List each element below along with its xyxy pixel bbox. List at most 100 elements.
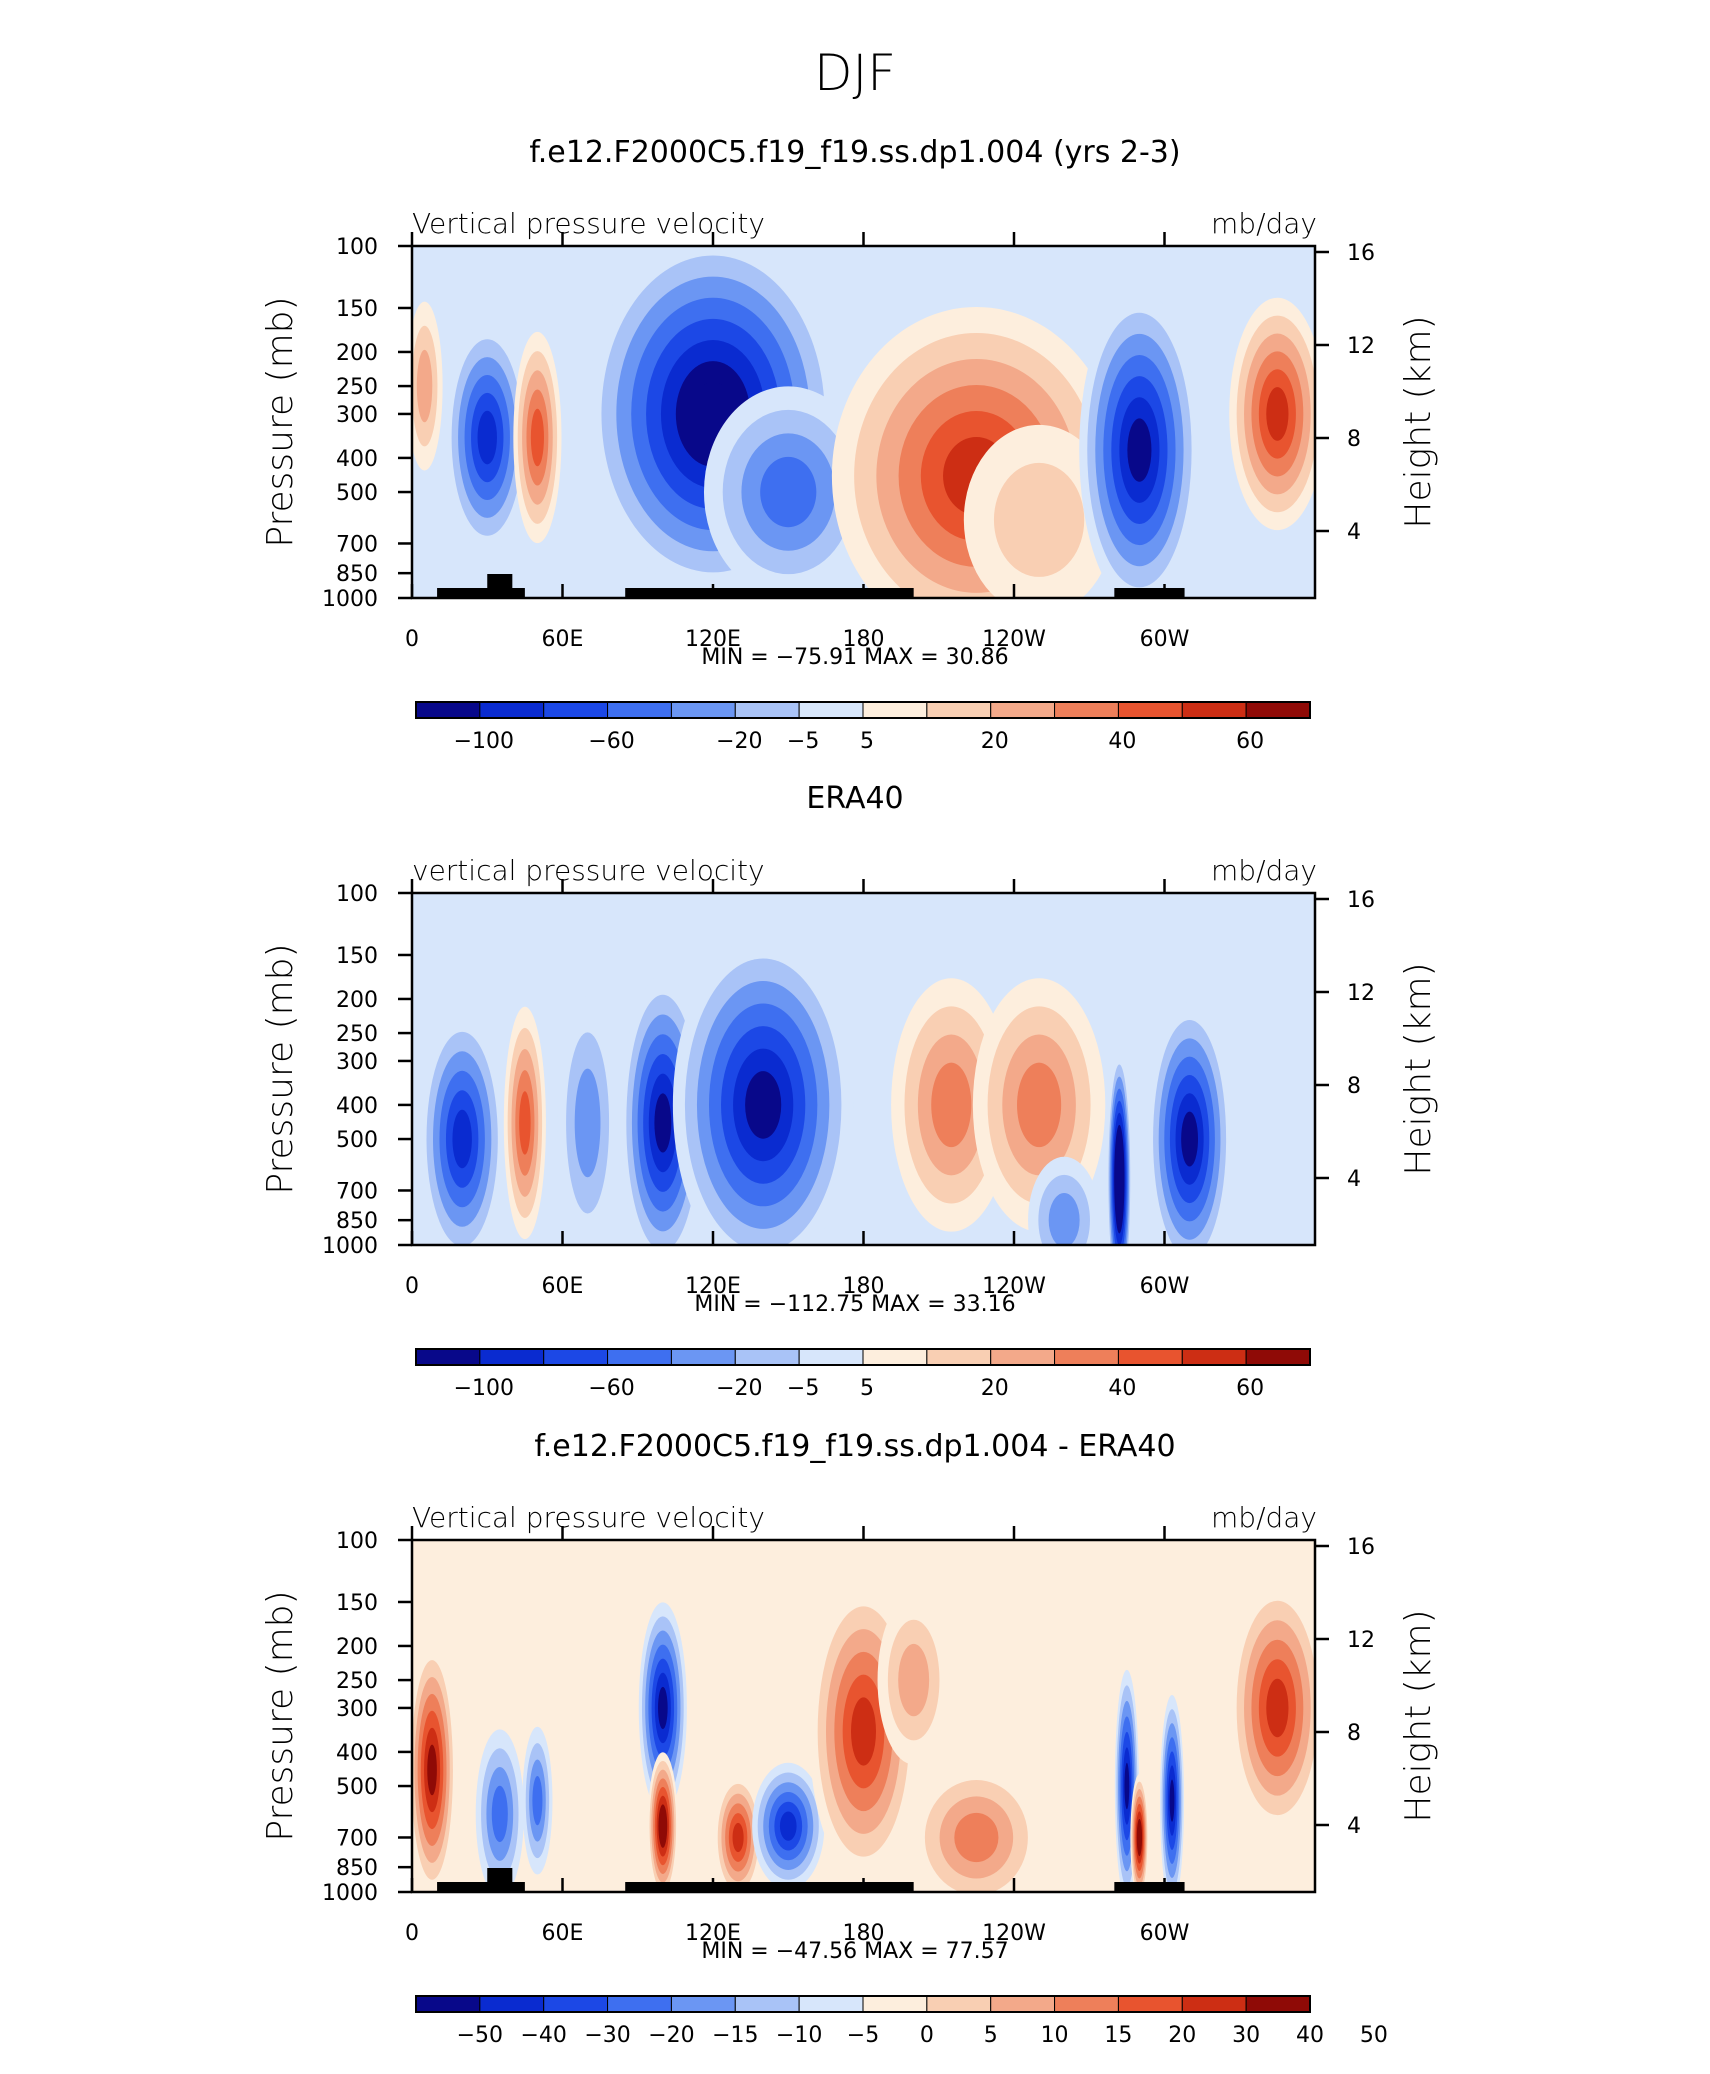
colorbar-swatch [415,701,481,719]
colorbar-swatch [990,1995,1056,2013]
colorbar-label: −5 [847,2023,879,2048]
y-tick-label: 500 [336,1128,378,1153]
contour-field [412,246,1315,598]
colorbar-label: −5 [787,729,819,754]
colorbar-swatch [734,1995,800,2013]
variable-label: vertical pressure velocity [412,854,765,887]
figure-title: DJF [814,44,896,102]
contour-field [412,893,1315,1245]
units-label: mb/day [1211,207,1317,240]
contour-level [1017,1062,1062,1148]
colorbar-label: −40 [520,2023,566,2048]
colorbar-label: −30 [584,2023,630,2048]
x-tick-label: 0 [405,627,419,652]
panel-1: f.e12.F2000C5.f19_f19.ss.dp1.004 (yrs 2-… [260,135,1439,754]
x-tick-label: 60W [1140,1921,1190,1946]
x-tick-label: 180 [843,627,885,652]
colorbar-swatch [990,701,1056,719]
contour-level [760,456,817,528]
colorbar-swatch [862,701,928,719]
contour-level [660,1813,666,1840]
land-mask [437,1882,525,1892]
colorbar-swatch [1245,701,1311,719]
contour-level [1127,418,1152,482]
y-tick-label: 700 [336,1179,378,1204]
x-tick-label: 60W [1140,1274,1190,1299]
colorbar-swatch [415,1348,481,1366]
colorbar-label: 0 [920,2023,934,2048]
colorbar-label: −20 [648,2023,694,2048]
colorbar-swatch [926,1348,992,1366]
colorbar-swatch [670,1995,736,2013]
colorbar-swatch [1054,1995,1119,2013]
colorbar-swatch [1054,701,1119,719]
colorbar-label: −10 [776,2023,822,2048]
colorbar-label: −15 [712,2023,758,2048]
colorbar-label: 40 [1296,2023,1324,2048]
panel-2: ERA40 vertical pressure velocity mb/day 0 60… [260,781,1439,1401]
contour-level [574,1068,601,1178]
colorbar-label: 60 [1236,1376,1264,1401]
x-tick-label: 120W [982,1274,1046,1299]
y-tick-label: 250 [336,375,378,400]
x-tick-label: 0 [405,1921,419,1946]
x-tick-label: 120E [685,1274,741,1299]
colorbar-swatch [926,1995,992,2013]
contour-level [1266,1678,1289,1738]
colorbar-label: −20 [716,1376,762,1401]
y-tick-label: 250 [336,1022,378,1047]
colorbar-swatch [990,1348,1056,1366]
units-label: mb/day [1211,854,1317,887]
y-tick-label: 100 [336,882,378,907]
colorbar-label: −20 [716,729,762,754]
contour-level [491,1785,508,1843]
colorbar-label: 20 [1168,2023,1196,2048]
contour-level [1117,1161,1122,1198]
min-max-stats: MIN = −75.91 MAX = 30.86 [701,645,1008,670]
contour-level [931,1062,972,1148]
colorbar-label: 20 [981,729,1009,754]
colorbar-label: 30 [1232,2023,1260,2048]
height-tick-label: 12 [1347,1628,1375,1653]
height-tick-label: 12 [1347,981,1375,1006]
colorbar-swatch [1245,1348,1311,1366]
panel-title: f.e12.F2000C5.f19_f19.ss.dp1.004 (yrs 2-… [529,135,1180,170]
y-tick-label: 300 [336,1697,378,1722]
y-tick-label: 300 [336,1050,378,1075]
colorbar-swatch [1245,1995,1311,2013]
y-tick-label: 700 [336,1826,378,1851]
x-tick-label: 0 [405,1274,419,1299]
colorbar-swatch [862,1995,928,2013]
contour-level [477,410,497,465]
colorbar-swatch [1181,1348,1247,1366]
land-mask [625,1882,914,1892]
land-mask [487,1868,513,1882]
colorbar-label: −50 [457,2023,503,2048]
colorbar-swatch [798,1348,864,1366]
contour-level [1181,1111,1199,1167]
contour-level [1124,1762,1130,1810]
height-tick-label: 12 [1347,334,1375,359]
colorbar-frame [415,1348,1311,1366]
y2-axis-title: Height (km) [1398,1609,1439,1822]
y-tick-label: 1000 [322,587,378,612]
y-tick-label: 700 [336,532,378,557]
panel-title: f.e12.F2000C5.f19_f19.ss.dp1.004 - ERA40 [534,1429,1175,1464]
colorbar-label: −100 [454,1376,514,1401]
y-tick-label: 300 [336,403,378,428]
contour-level [954,1812,999,1863]
contour-level [1169,1779,1175,1822]
land-mask [1114,1882,1185,1892]
height-tick-label: 8 [1347,1074,1361,1099]
y-tick-label: 200 [336,341,378,366]
colorbar-swatch [479,1995,545,2013]
colorbar-swatch [479,1348,545,1366]
colorbar-swatch [798,1995,864,2013]
colorbar-swatch [734,1348,800,1366]
y-axis-title: Pressure (mb) [260,943,301,1194]
contour-field [412,1540,1315,1892]
x-tick-label: 180 [843,1274,885,1299]
colorbar-label: −60 [588,729,634,754]
x-tick-label: 120E [685,1921,741,1946]
